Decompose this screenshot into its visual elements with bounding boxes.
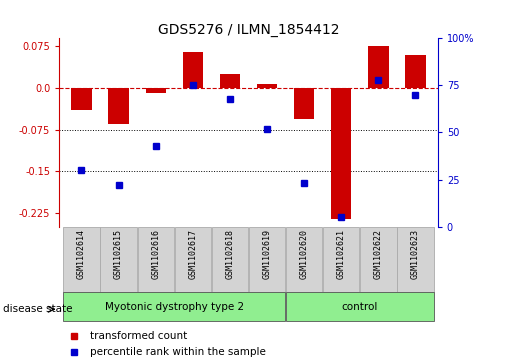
Bar <box>71 88 92 110</box>
Bar <box>175 227 211 292</box>
Bar <box>368 46 389 88</box>
Text: GSM1102614: GSM1102614 <box>77 229 86 279</box>
Bar <box>100 227 137 292</box>
Text: GSM1102623: GSM1102623 <box>411 229 420 279</box>
Bar <box>249 227 285 292</box>
Bar <box>183 52 203 88</box>
Bar <box>286 292 434 321</box>
Text: GSM1102617: GSM1102617 <box>188 229 197 279</box>
Text: transformed count: transformed count <box>90 331 187 341</box>
Bar <box>146 88 166 93</box>
Text: GSM1102616: GSM1102616 <box>151 229 160 279</box>
Text: GSM1102620: GSM1102620 <box>300 229 308 279</box>
Bar <box>323 227 359 292</box>
Bar <box>360 227 397 292</box>
Bar <box>108 88 129 124</box>
Text: GSM1102622: GSM1102622 <box>374 229 383 279</box>
Text: GSM1102618: GSM1102618 <box>226 229 234 279</box>
Bar <box>257 84 277 88</box>
Text: Myotonic dystrophy type 2: Myotonic dystrophy type 2 <box>105 302 244 312</box>
Bar <box>294 88 314 119</box>
Text: control: control <box>341 302 378 312</box>
Text: disease state: disease state <box>3 304 72 314</box>
Bar <box>138 227 174 292</box>
Bar <box>286 227 322 292</box>
Bar <box>63 227 100 292</box>
Text: GSM1102615: GSM1102615 <box>114 229 123 279</box>
Bar <box>220 74 240 88</box>
Text: percentile rank within the sample: percentile rank within the sample <box>90 347 265 357</box>
Title: GDS5276 / ILMN_1854412: GDS5276 / ILMN_1854412 <box>158 23 339 37</box>
Bar <box>397 227 434 292</box>
Bar <box>331 88 351 219</box>
Text: GSM1102619: GSM1102619 <box>263 229 271 279</box>
Bar <box>405 55 426 88</box>
Text: GSM1102621: GSM1102621 <box>337 229 346 279</box>
Bar <box>212 227 248 292</box>
Bar <box>63 292 285 321</box>
